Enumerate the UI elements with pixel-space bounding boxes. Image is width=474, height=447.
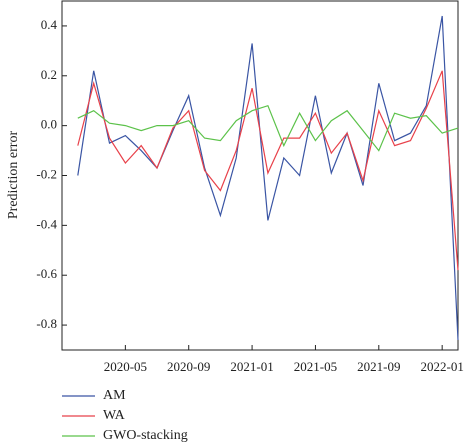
x-tick-label: 2021-05: [294, 359, 337, 374]
series-line: [77, 70, 459, 271]
x-tick-label: 2021-01: [230, 359, 273, 374]
y-axis-label: Prediction error: [6, 131, 21, 220]
legend-label: WA: [103, 408, 126, 423]
x-tick-label: 2020-05: [104, 359, 147, 374]
y-tick-label: -0.2: [36, 166, 57, 181]
y-tick-label: 0.0: [41, 117, 57, 132]
y-tick-label: 0.2: [41, 67, 57, 82]
legend-label: GWO-stacking: [103, 428, 188, 443]
y-tick-label: -0.8: [36, 316, 57, 331]
plot-frame: [61, 0, 459, 351]
series-line: [77, 104, 459, 152]
x-tick-label: 2020-09: [167, 359, 210, 374]
x-tick-label: 2021-09: [357, 359, 400, 374]
y-tick-label: -0.6: [36, 266, 57, 281]
y-tick-label: -0.4: [36, 216, 57, 231]
legend-label: AM: [103, 388, 126, 403]
y-tick-label: 0.4: [41, 17, 58, 32]
series-line: [77, 15, 459, 341]
x-tick-label: 2022-01: [420, 359, 463, 374]
